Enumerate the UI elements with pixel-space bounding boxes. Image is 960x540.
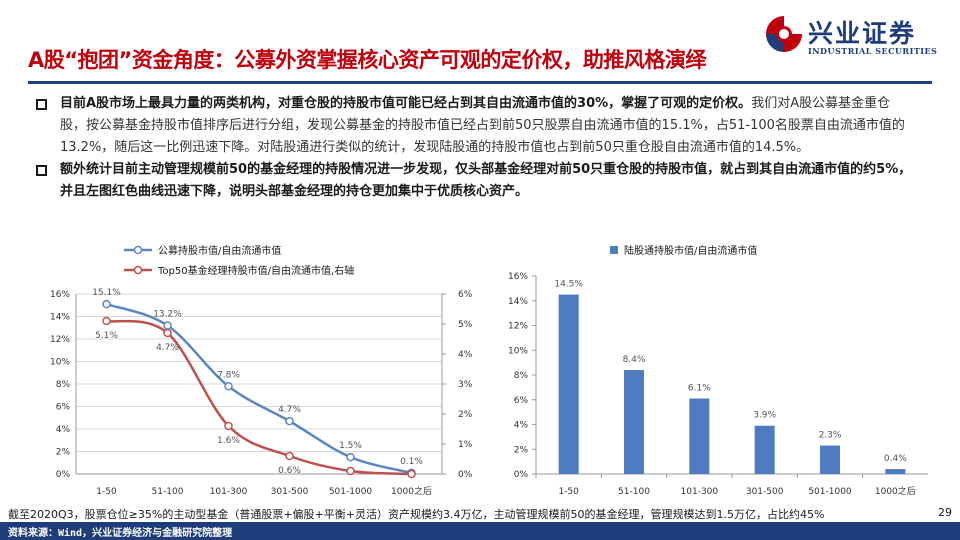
data-label: 3.9% xyxy=(753,411,776,421)
title-divider xyxy=(28,81,932,84)
x-tick-label: 301-500 xyxy=(746,487,784,497)
data-point xyxy=(346,466,355,476)
legend-label: 公募持股市值/自由流通市值 xyxy=(158,244,281,257)
data-point xyxy=(285,451,294,461)
data-label: 0.4% xyxy=(884,454,907,464)
y-right-tick-label: 5% xyxy=(458,320,473,330)
x-tick-label: 101-300 xyxy=(210,487,248,497)
company-logo: 兴业证券 INDUSTRIAL SECURITIES xyxy=(764,12,944,62)
x-tick-label: 501-1000 xyxy=(808,487,852,497)
data-label: 0.1% xyxy=(400,457,423,467)
y-left-tick-label: 8% xyxy=(56,380,71,390)
industrial-securities-logo-icon xyxy=(766,16,802,52)
data-label: 14.5% xyxy=(554,280,583,290)
bullet-strong-text: 目前A股市场上最具力量的两类机构，对重仓股的持股市值可能已经占到其自由流通市值的… xyxy=(60,96,752,111)
y-tick-label: 16% xyxy=(508,272,528,282)
footer-bar xyxy=(0,522,960,540)
y-left-tick-label: 16% xyxy=(50,290,70,300)
legend-swatch xyxy=(610,246,618,254)
bar xyxy=(754,425,775,474)
data-label: 13.2% xyxy=(153,310,182,320)
x-tick-label: 51-100 xyxy=(618,487,650,497)
data-label: 8.4% xyxy=(623,355,646,365)
data-point xyxy=(407,469,416,479)
bullet-list: 目前A股市场上最具力量的两类机构，对重仓股的持股市值可能已经占到其自由流通市值的… xyxy=(36,93,916,203)
data-label: 2.3% xyxy=(819,431,842,441)
data-point xyxy=(102,299,111,309)
data-label: 6.1% xyxy=(688,384,711,394)
y-left-tick-label: 6% xyxy=(56,403,71,413)
bar xyxy=(820,445,840,474)
logo-chinese-name: 兴业证券 xyxy=(808,19,917,48)
x-tick-label: 501-1000 xyxy=(329,487,373,497)
y-right-tick-label: 0% xyxy=(458,470,473,480)
data-point xyxy=(346,452,355,462)
square-bullet-icon xyxy=(36,99,47,110)
x-tick-label: 1000之后 xyxy=(391,485,432,497)
x-tick-label: 101-300 xyxy=(681,487,719,497)
y-tick-label: 12% xyxy=(508,322,528,332)
data-label: 4.7% xyxy=(278,405,301,415)
bar xyxy=(689,398,710,474)
y-right-tick-label: 4% xyxy=(458,350,473,360)
x-tick-label: 301-500 xyxy=(271,487,309,497)
y-left-tick-label: 10% xyxy=(50,358,70,368)
y-right-tick-label: 1% xyxy=(458,440,473,450)
data-point xyxy=(163,328,172,338)
bar-chart-right: 0% 2% 4% 6% 8% 10% 12% 14% 16% 1-50 51-100 101-300 3… xyxy=(508,244,928,497)
bar xyxy=(624,370,644,474)
page-number: 29 xyxy=(938,506,952,519)
data-label: 0.6% xyxy=(278,466,301,476)
y-right-tick-label: 6% xyxy=(458,290,473,300)
bullet-item: 额外统计目前主动管理规模前50的基金经理的持股情况进一步发现，仅头部基金经理对前… xyxy=(36,159,916,203)
data-label: 4.7% xyxy=(156,343,179,353)
bullet-item: 目前A股市场上最具力量的两类机构，对重仓股的持股市值可能已经占到其自由流通市值的… xyxy=(36,93,916,159)
series-line xyxy=(106,302,412,475)
data-label: 7.8% xyxy=(217,370,240,380)
data-label: 15.1% xyxy=(92,288,121,298)
y-tick-label: 4% xyxy=(514,421,529,431)
y-right-tick-label: 2% xyxy=(458,410,473,420)
bar xyxy=(558,294,579,474)
x-tick-label: 1000之后 xyxy=(875,485,916,497)
y-left-tick-label: 0% xyxy=(56,470,71,480)
legend-marker xyxy=(133,265,143,275)
y-left-tick-label: 12% xyxy=(50,335,70,345)
line-chart-left: 0% 2% 4% 6% 8% 10% 12% 14% 16% 0% 1% 2% 3% 4% 5% 6% 1-50… xyxy=(50,244,473,497)
slide-title: A股“抱团”资金角度：公募外资掌握核心资产可观的定价权，助推风格演绎 xyxy=(28,48,706,72)
y-tick-label: 0% xyxy=(514,470,529,480)
y-right-tick-label: 3% xyxy=(458,380,473,390)
bar xyxy=(885,469,906,474)
x-tick-label: 1-50 xyxy=(96,487,117,497)
y-tick-label: 14% xyxy=(508,297,528,307)
legend-label: 陆股通持股市值/自由流通市值 xyxy=(624,244,757,257)
data-point xyxy=(102,316,111,326)
x-tick-label: 1-50 xyxy=(558,487,579,497)
data-label: 1.5% xyxy=(339,441,362,451)
y-left-tick-label: 4% xyxy=(56,425,71,435)
data-point xyxy=(224,421,233,431)
bullet-strong-text: 额外统计目前主动管理规模前50的基金经理的持股情况进一步发现，仅头部基金经理对前… xyxy=(60,162,912,199)
bullet-normal-text: 我们对A股公募基金重仓股，按公募基金持股市值排序后进行分组，发现公募基金的持股市… xyxy=(60,96,905,155)
y-tick-label: 10% xyxy=(508,346,528,356)
data-label: 1.6% xyxy=(217,436,240,446)
x-tick-label: 51-100 xyxy=(152,487,184,497)
data-point xyxy=(163,321,172,330)
legend-marker xyxy=(133,245,143,255)
data-label: 5.1% xyxy=(95,331,118,341)
square-bullet-icon xyxy=(36,165,47,176)
data-point xyxy=(224,382,233,391)
y-tick-label: 2% xyxy=(514,445,529,455)
footnote: 截至2020Q3，股票仓位≥35%的主动型基金（普通股票+偏股+平衡+灵活）资产… xyxy=(8,508,825,521)
data-point xyxy=(285,416,294,426)
y-tick-label: 8% xyxy=(514,371,529,381)
y-left-tick-label: 14% xyxy=(50,313,70,323)
y-tick-label: 6% xyxy=(514,396,529,406)
y-left-tick-label: 2% xyxy=(56,448,71,458)
legend-label: Top50基金经理持股市值/自由流通市值,右轴 xyxy=(157,264,354,277)
logo-english-name: INDUSTRIAL SECURITIES xyxy=(808,46,938,56)
source-note: 资料来源：Wind，兴业证券经济与金融研究院整理 xyxy=(8,528,233,539)
